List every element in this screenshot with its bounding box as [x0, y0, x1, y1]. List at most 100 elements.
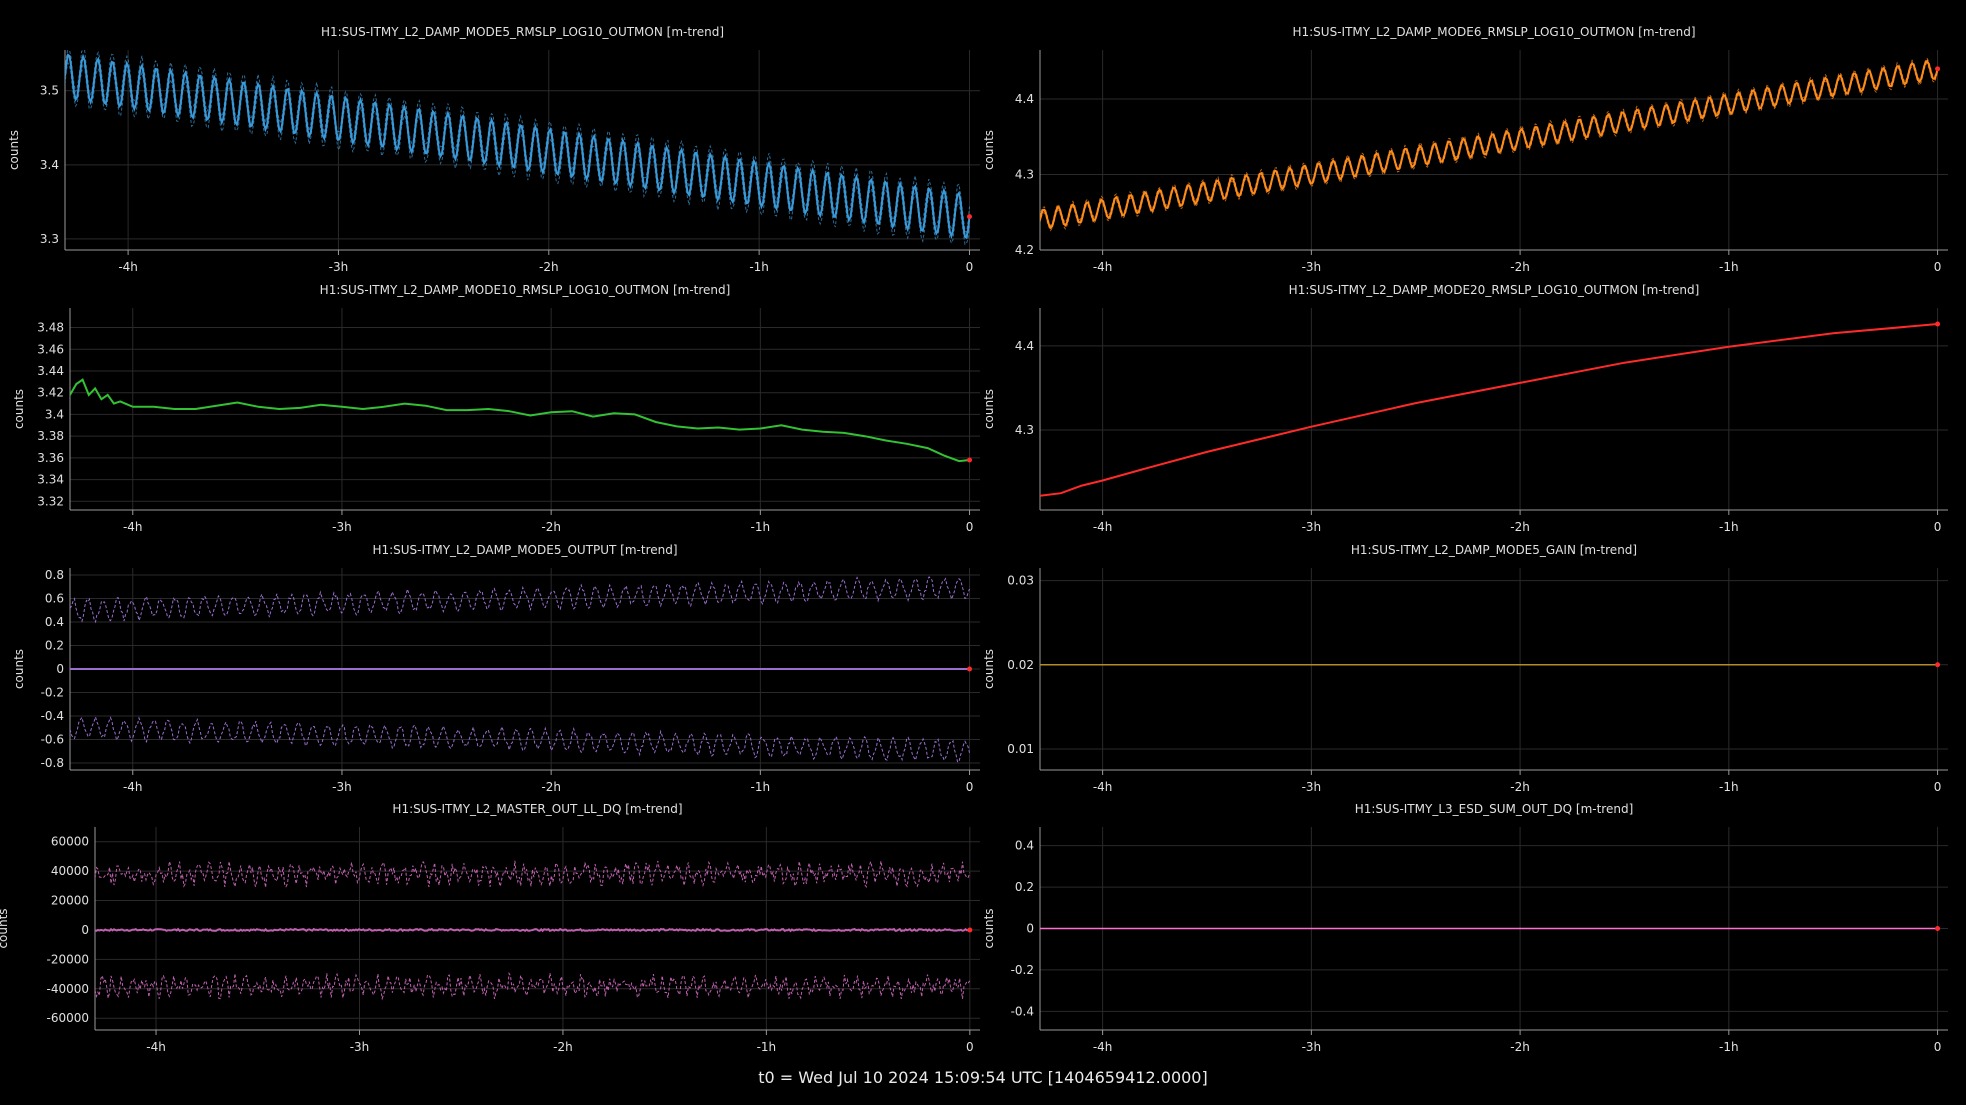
x-tick-label: 0	[1934, 260, 1942, 274]
plot-area	[70, 378, 973, 463]
x-tick-label: -3h	[1302, 780, 1322, 794]
series-min-line	[70, 715, 970, 763]
x-tick-label: -2h	[1510, 780, 1530, 794]
y-axis-label: counts	[12, 649, 26, 689]
y-tick-label: 0.02	[1007, 658, 1034, 672]
x-tick-label: 0	[966, 780, 974, 794]
series-mean-line	[70, 378, 970, 463]
y-tick-label: 4.4	[1015, 92, 1034, 106]
series-max-line	[70, 576, 970, 624]
x-tick-label: 0	[966, 260, 974, 274]
y-axis-label: counts	[12, 389, 26, 429]
plot-area	[1040, 926, 1941, 931]
y-tick-label: 0.01	[1007, 742, 1034, 756]
y-tick-label: 3.46	[37, 342, 64, 356]
series-mean-line	[65, 53, 971, 240]
x-tick-label: -3h	[1302, 1040, 1322, 1054]
y-tick-label: 0.8	[45, 568, 64, 582]
x-tick-label: -1h	[751, 520, 771, 534]
x-tick-label: -3h	[329, 260, 349, 274]
chart-title: H1:SUS-ITMY_L2_DAMP_MODE5_OUTPUT [m-tren…	[372, 543, 677, 557]
plot-area	[1040, 662, 1941, 668]
x-tick-label: -3h	[1302, 520, 1322, 534]
chart-title: H1:SUS-ITMY_L2_MASTER_OUT_LL_DQ [m-trend…	[392, 802, 682, 816]
series-min-line	[65, 61, 970, 246]
series-max-line	[95, 859, 971, 889]
x-tick-label: -3h	[332, 520, 352, 534]
plot-area	[70, 576, 973, 763]
y-tick-label: 3.4	[40, 158, 59, 172]
chart-panel-4: H1:SUS-ITMY_L2_DAMP_MODE20_RMSLP_LOG10_O…	[982, 283, 1948, 534]
y-tick-label: 4.2	[1015, 243, 1034, 257]
end-marker	[1935, 321, 1941, 327]
x-tick-label: -1h	[757, 1040, 777, 1054]
chart-panel-1: H1:SUS-ITMY_L2_DAMP_MODE5_RMSLP_LOG10_OU…	[7, 25, 980, 274]
x-tick-label: -4h	[123, 520, 143, 534]
chart-title: H1:SUS-ITMY_L2_DAMP_MODE20_RMSLP_LOG10_O…	[1289, 283, 1700, 297]
series-mean-line	[1040, 59, 1939, 230]
y-tick-label: -0.4	[41, 709, 64, 723]
x-tick-label: -1h	[749, 260, 769, 274]
end-marker	[966, 214, 972, 220]
end-marker	[967, 457, 973, 463]
x-tick-label: -1h	[1719, 780, 1739, 794]
plot-area	[65, 50, 972, 246]
x-tick-label: -1h	[1719, 1040, 1739, 1054]
chart-panel-5: H1:SUS-ITMY_L2_DAMP_MODE5_OUTPUT [m-tren…	[12, 543, 980, 794]
plot-area	[1040, 321, 1941, 497]
x-tick-label: -1h	[1719, 520, 1739, 534]
y-tick-label: 0	[1026, 922, 1034, 936]
x-tick-label: -2h	[539, 260, 559, 274]
x-tick-label: -4h	[1093, 780, 1113, 794]
end-marker	[1935, 926, 1941, 931]
chart-panel-2: H1:SUS-ITMY_L2_DAMP_MODE6_RMSLP_LOG10_OU…	[982, 25, 1948, 274]
x-tick-label: -4h	[123, 780, 143, 794]
x-tick-label: -4h	[146, 1040, 166, 1054]
y-tick-label: 0.4	[45, 615, 64, 629]
y-axis-label: counts	[7, 130, 21, 170]
y-tick-label: 20000	[51, 894, 89, 908]
end-marker	[1935, 662, 1941, 668]
end-marker	[967, 927, 973, 933]
chart-title: H1:SUS-ITMY_L2_DAMP_MODE6_RMSLP_LOG10_OU…	[1292, 25, 1695, 39]
x-tick-label: -2h	[1510, 520, 1530, 534]
x-tick-label: -4h	[1093, 260, 1113, 274]
x-tick-label: -2h	[541, 780, 561, 794]
plot-area	[95, 859, 973, 1001]
y-tick-label: 3.32	[37, 494, 64, 508]
chart-panel-7: H1:SUS-ITMY_L2_MASTER_OUT_LL_DQ [m-trend…	[0, 802, 980, 1054]
y-tick-label: 4.3	[1015, 168, 1034, 182]
y-tick-label: -0.6	[41, 732, 64, 746]
y-tick-label: -0.2	[41, 685, 64, 699]
y-axis-label: counts	[982, 649, 996, 689]
chart-panel-3: H1:SUS-ITMY_L2_DAMP_MODE10_RMSLP_LOG10_O…	[12, 283, 980, 534]
series-min-line	[95, 971, 971, 1001]
x-tick-label: 0	[1934, 780, 1942, 794]
x-tick-label: -3h	[332, 780, 352, 794]
x-tick-label: -4h	[1093, 1040, 1113, 1054]
y-tick-label: -60000	[46, 1011, 89, 1025]
y-axis-label: counts	[982, 130, 996, 170]
y-tick-label: 3.42	[37, 386, 64, 400]
y-tick-label: 4.3	[1015, 423, 1034, 437]
x-tick-label: 0	[966, 520, 974, 534]
chart-title: H1:SUS-ITMY_L2_DAMP_MODE10_RMSLP_LOG10_O…	[320, 283, 731, 297]
y-tick-label: 60000	[51, 835, 89, 849]
end-marker	[967, 666, 973, 672]
footer-timestamp: t0 = Wed Jul 10 2024 15:09:54 UTC [14046…	[758, 1068, 1208, 1087]
y-tick-label: -0.2	[1011, 963, 1034, 977]
y-tick-label: 0.2	[1015, 880, 1034, 894]
chart-panel-8: H1:SUS-ITMY_L3_ESD_SUM_OUT_DQ [m-trend] c…	[982, 802, 1948, 1054]
plot-area	[1040, 57, 1941, 232]
chart-title: H1:SUS-ITMY_L3_ESD_SUM_OUT_DQ [m-trend]	[1355, 802, 1634, 816]
x-tick-label: -1h	[1719, 260, 1739, 274]
y-tick-label: 0.4	[1015, 839, 1034, 853]
series-mean-line	[95, 927, 971, 933]
chart-title: H1:SUS-ITMY_L2_DAMP_MODE5_RMSLP_LOG10_OU…	[321, 25, 724, 39]
x-tick-label: -2h	[1510, 260, 1530, 274]
chart-title: H1:SUS-ITMY_L2_DAMP_MODE5_GAIN [m-trend]	[1351, 543, 1637, 557]
end-marker	[1935, 66, 1941, 72]
y-tick-label: -0.8	[41, 756, 64, 770]
x-tick-label: -4h	[118, 260, 138, 274]
